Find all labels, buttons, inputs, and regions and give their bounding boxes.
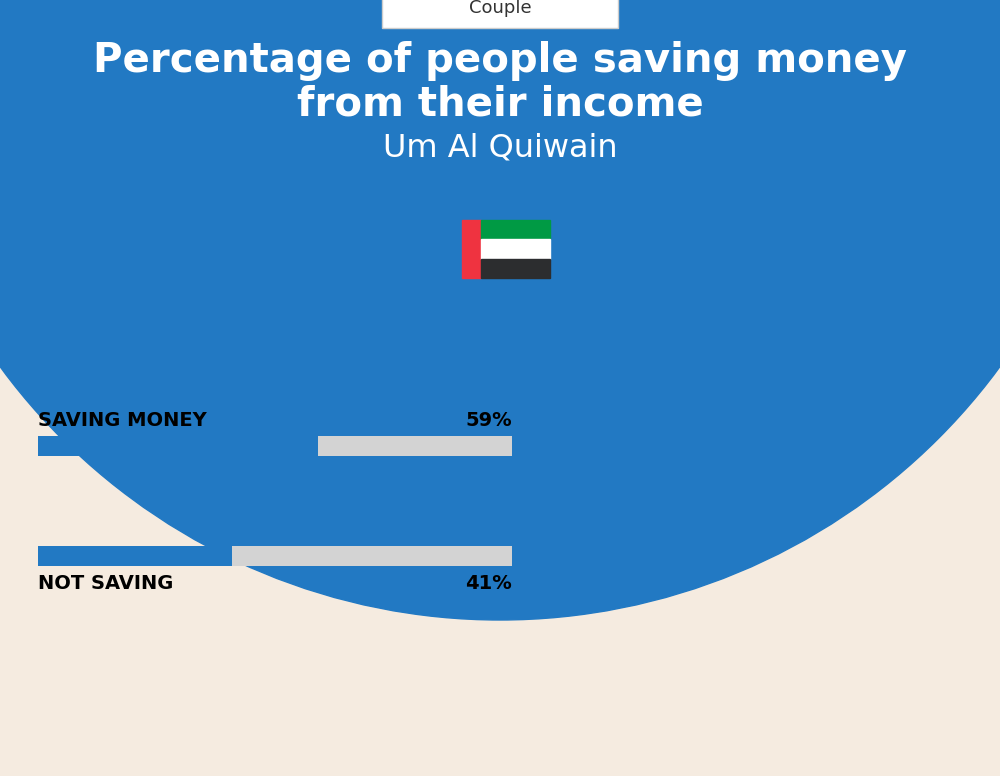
Bar bbox=[481, 258, 550, 278]
Bar bbox=[38, 546, 232, 566]
Text: SAVING MONEY: SAVING MONEY bbox=[38, 411, 207, 430]
Text: 59%: 59% bbox=[465, 411, 512, 430]
Bar bbox=[38, 436, 318, 456]
Bar bbox=[481, 239, 550, 258]
Bar bbox=[38, 436, 512, 456]
Text: Percentage of people saving money: Percentage of people saving money bbox=[93, 41, 907, 81]
Bar bbox=[462, 220, 481, 278]
FancyBboxPatch shape bbox=[382, 0, 618, 28]
Bar bbox=[38, 546, 512, 566]
Text: NOT SAVING: NOT SAVING bbox=[38, 574, 173, 593]
Circle shape bbox=[0, 0, 1000, 620]
Text: 41%: 41% bbox=[465, 574, 512, 593]
Text: from their income: from their income bbox=[297, 84, 703, 124]
Text: Um Al Quiwain: Um Al Quiwain bbox=[383, 133, 617, 164]
Text: Couple: Couple bbox=[469, 0, 531, 17]
Bar bbox=[481, 220, 550, 239]
